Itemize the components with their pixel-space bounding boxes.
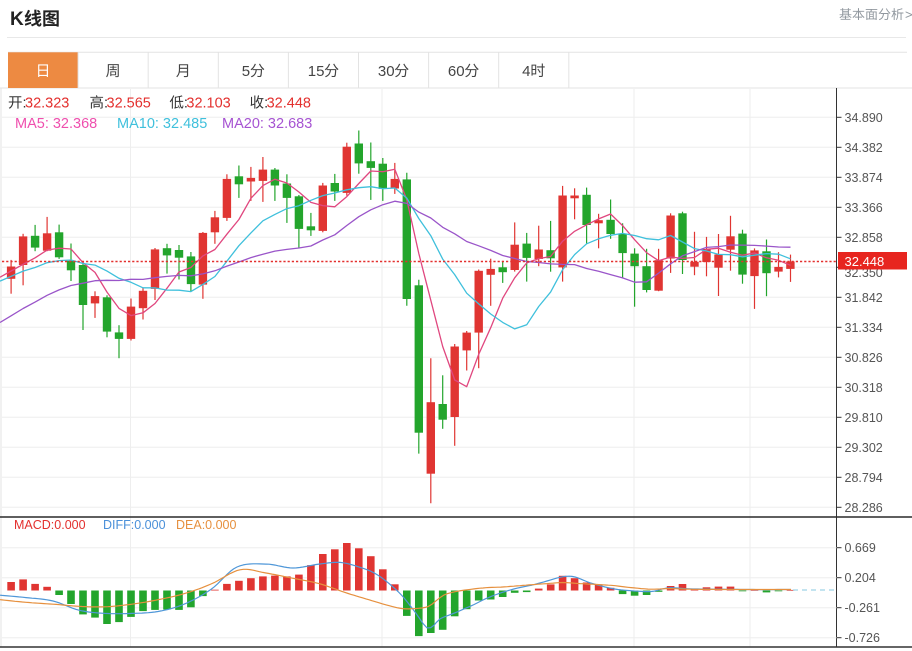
svg-text:30.318: 30.318: [845, 381, 883, 395]
svg-text:32.323: 32.323: [25, 96, 69, 112]
svg-text:28.794: 28.794: [845, 471, 883, 485]
svg-text:29.302: 29.302: [845, 441, 883, 455]
svg-text:32.103: 32.103: [186, 96, 230, 112]
svg-text:31.334: 31.334: [845, 321, 883, 335]
svg-text:15: 15: [308, 63, 325, 80]
svg-text::: :: [104, 96, 108, 112]
svg-text:33.366: 33.366: [845, 201, 883, 215]
svg-text:>: >: [905, 7, 912, 22]
svg-text:-0.726: -0.726: [845, 631, 880, 645]
svg-text:DIFF:0.000: DIFF:0.000: [103, 518, 166, 532]
svg-text:32.448: 32.448: [267, 96, 311, 112]
svg-text:32.858: 32.858: [845, 231, 883, 245]
svg-text:32.565: 32.565: [107, 96, 151, 112]
svg-text:0.204: 0.204: [845, 571, 876, 585]
svg-text:MACD:0.000: MACD:0.000: [14, 518, 86, 532]
svg-text:29.810: 29.810: [845, 411, 883, 425]
svg-text:32.448: 32.448: [845, 254, 885, 269]
svg-text:-0.261: -0.261: [845, 601, 880, 615]
svg-text:MA10: 32.485: MA10: 32.485: [117, 116, 207, 132]
svg-text:MA5: 32.368: MA5: 32.368: [15, 116, 97, 132]
svg-text:34.382: 34.382: [845, 141, 883, 155]
svg-text:4: 4: [522, 63, 530, 80]
svg-text:30.826: 30.826: [845, 351, 883, 365]
svg-text:MA20: 32.683: MA20: 32.683: [222, 116, 312, 132]
svg-text:0.669: 0.669: [845, 541, 876, 555]
svg-text::: :: [184, 96, 188, 112]
svg-text:28.286: 28.286: [845, 501, 883, 515]
svg-text::: :: [23, 96, 27, 112]
svg-text:60: 60: [448, 63, 465, 80]
svg-text:34.890: 34.890: [845, 111, 883, 125]
svg-text:30: 30: [378, 63, 395, 80]
svg-text:K: K: [10, 9, 24, 30]
svg-text:5: 5: [242, 63, 250, 80]
svg-text::: :: [264, 96, 268, 112]
svg-text:33.874: 33.874: [845, 171, 883, 185]
svg-text:DEA:0.000: DEA:0.000: [176, 518, 237, 532]
svg-text:31.842: 31.842: [845, 291, 883, 305]
